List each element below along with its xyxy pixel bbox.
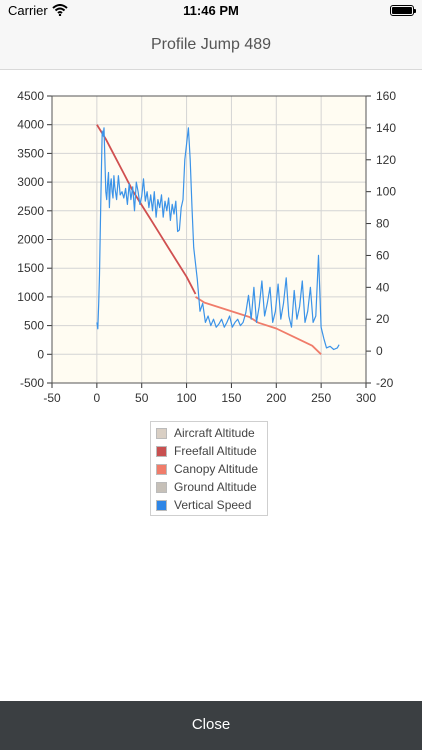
y-right-tick-label: 60 (376, 248, 390, 262)
page-title: Profile Jump 489 (150, 36, 272, 53)
y-right-tick-label: 120 (376, 153, 396, 167)
legend-label: Freefall Altitude (174, 444, 257, 458)
freefall-altitude-line (96, 124, 197, 295)
y-right-tick-label: 140 (376, 121, 396, 135)
legend-label: Vertical Speed (174, 498, 252, 512)
y-right-tick-label: 160 (376, 89, 396, 103)
legend-item[interactable]: Freefall Altitude (151, 442, 267, 460)
legend-label: Canopy Altitude (174, 462, 259, 476)
y-left-tick-label: 0 (37, 347, 44, 361)
x-tick-label: 200 (266, 391, 286, 405)
y-right-tick-label: -20 (376, 376, 394, 390)
legend-label: Ground Altitude (174, 480, 257, 494)
navigation-bar: Profile Jump 489 (0, 22, 422, 70)
y-left-tick-label: 1000 (17, 290, 44, 304)
legend-label: Aircraft Altitude (174, 426, 255, 440)
x-tick-label: 100 (177, 391, 197, 405)
y-right-tick-label: 0 (376, 344, 383, 358)
vertical-speed-line (96, 127, 340, 351)
y-left-tick-label: 4500 (17, 89, 44, 103)
y-right-tick-label: 100 (376, 185, 396, 199)
y-left-tick-label: 2500 (17, 204, 44, 218)
legend-item[interactable]: Vertical Speed (151, 496, 267, 514)
legend-swatch (156, 481, 167, 493)
x-tick-label: 300 (356, 391, 376, 405)
x-tick-label: 0 (94, 391, 101, 405)
legend-item[interactable]: Canopy Altitude (151, 460, 267, 478)
legend-swatch (156, 499, 167, 511)
carrier-label: Carrier (8, 3, 48, 18)
y-left-tick-label: 1500 (17, 261, 44, 275)
x-tick-label: 150 (221, 391, 241, 405)
chart-legend: Aircraft Altitude Freefall Altitude Canopy… (150, 421, 268, 516)
status-time: 11:46 PM (183, 3, 239, 18)
legend-item[interactable]: Aircraft Altitude (151, 424, 267, 442)
battery-icon (390, 5, 416, 16)
wifi-icon (52, 4, 68, 19)
y-left-tick-label: -500 (20, 376, 44, 390)
y-left-tick-label: 500 (24, 319, 44, 333)
profile-chart: -50 0 50 100 150 200 250 3004500400035003000250… (17, 89, 396, 405)
y-right-tick-label: 80 (376, 217, 390, 231)
x-tick-label: 50 (135, 391, 149, 405)
legend-swatch (156, 445, 167, 457)
y-left-tick-label: 3000 (17, 175, 44, 189)
plot-border (51, 95, 367, 384)
canopy-altitude-line (195, 296, 322, 355)
y-right-tick-label: 20 (376, 312, 390, 326)
legend-swatch (156, 427, 167, 439)
y-left-tick-label: 3500 (17, 146, 44, 160)
x-tick-label: -50 (43, 391, 61, 405)
bottom-toolbar: Close (0, 701, 422, 750)
y-right-tick-label: 40 (376, 280, 390, 294)
legend-item[interactable]: Ground Altitude (151, 478, 267, 496)
x-tick-label: 250 (311, 391, 331, 405)
legend-swatch (156, 463, 167, 475)
status-bar: Carrier 11:46 PM (0, 0, 422, 22)
close-button[interactable]: Close (191, 716, 231, 733)
y-left-tick-label: 2000 (17, 233, 44, 247)
y-left-tick-label: 4000 (17, 118, 44, 132)
